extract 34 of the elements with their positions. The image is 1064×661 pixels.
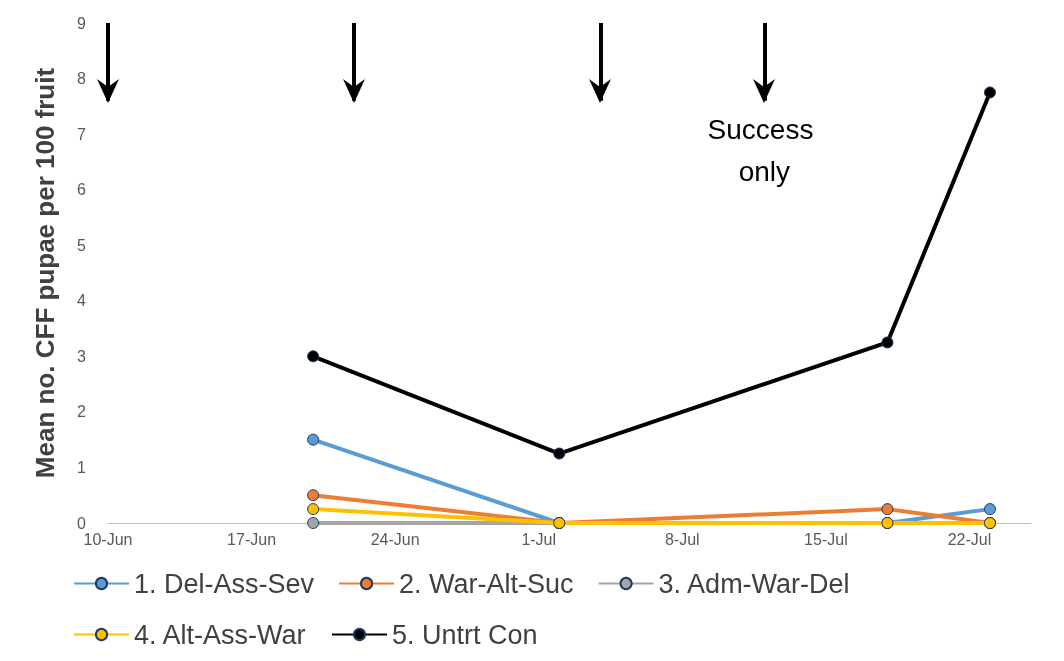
point <box>307 350 320 363</box>
point <box>307 517 320 529</box>
x-tick-label: 10-Jun <box>83 530 133 548</box>
y-tick-label: 5 <box>77 236 87 254</box>
y-axis-title: Mean no. CFF pupae per 100 fruit <box>30 67 60 479</box>
y-tick-label: 1 <box>77 458 87 476</box>
point <box>307 503 320 516</box>
legend-label: 5. Untrt Con <box>392 619 538 650</box>
point <box>983 86 996 99</box>
ref-line-label: Success only <box>707 114 822 188</box>
x-tick-label: 17-Jun <box>227 530 277 548</box>
legend-label: 4. Alt-Ass-War <box>134 619 306 650</box>
legend-label: 3. Adm-War-Del <box>658 568 850 599</box>
x-tick-label: 22-Jul <box>947 530 992 548</box>
point <box>881 503 894 516</box>
x-tick-label: 24-Jun <box>370 530 420 548</box>
y-tick-label: 6 <box>77 181 87 199</box>
point <box>307 489 320 502</box>
x-tick-label: 1-Jul <box>521 530 557 548</box>
y-tick-label: 0 <box>77 514 87 532</box>
y-tick-label: 4 <box>77 292 87 310</box>
point <box>307 433 320 446</box>
y-tick-label: 2 <box>77 403 87 421</box>
point <box>553 447 566 460</box>
x-tick-label: 8-Jul <box>664 530 700 548</box>
y-tick-label: 3 <box>77 347 87 365</box>
point <box>983 503 996 516</box>
point <box>881 336 894 349</box>
legend-label: 1. Del-Ass-Sev <box>134 568 315 599</box>
y-tick-label: 9 <box>77 14 87 32</box>
y-tick-label: 8 <box>77 70 87 88</box>
legend-label: 2. War-Alt-Suc <box>399 568 574 599</box>
y-tick-label: 7 <box>77 125 87 143</box>
x-tick-label: 15-Jul <box>804 530 848 548</box>
